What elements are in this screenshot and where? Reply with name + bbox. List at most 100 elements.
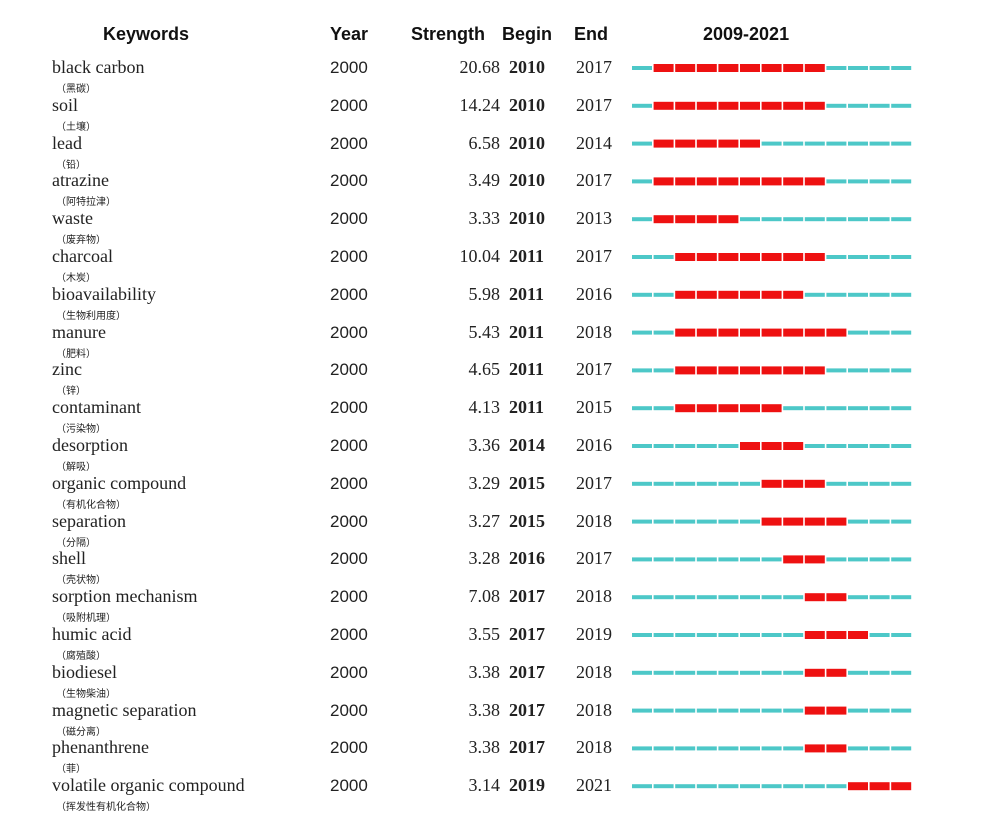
end-value: 2017 bbox=[576, 472, 612, 493]
timeline-segment bbox=[675, 519, 696, 524]
timeline-segment bbox=[848, 66, 868, 70]
timeline-segment bbox=[696, 746, 717, 751]
timeline-segment bbox=[632, 179, 652, 184]
timeline-segment bbox=[869, 670, 890, 675]
keyword-label: desorption bbox=[52, 435, 128, 455]
burst-segment bbox=[804, 706, 825, 715]
burst-segment bbox=[718, 215, 739, 224]
burst-segment bbox=[696, 64, 717, 72]
timeline-segment bbox=[653, 557, 674, 562]
burst-segment bbox=[653, 64, 674, 72]
end-value: 2014 bbox=[576, 132, 612, 153]
timeline-segment bbox=[740, 746, 760, 751]
timeline-segment bbox=[718, 519, 739, 524]
timeline-segment bbox=[675, 557, 696, 562]
timeline-segment bbox=[848, 141, 868, 146]
keyword-translation: （污染物） bbox=[56, 424, 106, 436]
burst-segment bbox=[675, 64, 696, 72]
keyword-label: phenanthrene bbox=[52, 737, 149, 758]
keyword-label: separation bbox=[52, 510, 126, 531]
timeline-segment bbox=[653, 481, 674, 486]
burst-segment bbox=[826, 744, 847, 753]
timeline-segment bbox=[783, 406, 804, 411]
burst-segment bbox=[718, 101, 739, 110]
timeline-segment bbox=[675, 481, 696, 486]
burst-segment bbox=[740, 290, 760, 299]
keyword-translation: （解吸） bbox=[56, 462, 96, 473]
timeline-segment bbox=[783, 217, 804, 222]
burst-segment bbox=[783, 253, 804, 261]
burst-segment bbox=[848, 782, 868, 791]
timeline-segment bbox=[718, 670, 739, 675]
timeline-segment bbox=[718, 444, 739, 448]
timeline-segment bbox=[869, 595, 890, 600]
timeline-segment bbox=[891, 179, 912, 184]
end-value: 2017 bbox=[576, 548, 612, 569]
begin-value: 2010 bbox=[509, 208, 545, 229]
timeline-segment bbox=[891, 255, 912, 259]
timeline-segment bbox=[675, 708, 696, 713]
burst-segment bbox=[761, 253, 782, 261]
timeline-segment bbox=[848, 217, 868, 222]
timeline-segment bbox=[869, 368, 890, 373]
keyword-translation: （吸附机理） bbox=[56, 613, 116, 625]
burst-segment bbox=[804, 64, 825, 72]
timeline-segment bbox=[653, 784, 674, 789]
timeline-segment bbox=[761, 141, 782, 146]
burst-segment bbox=[740, 64, 760, 72]
burst-segment bbox=[761, 404, 782, 413]
keyword-label: charcoal bbox=[52, 246, 113, 266]
year-value: 2000 bbox=[330, 322, 368, 342]
timeline-segment bbox=[848, 670, 868, 675]
burst-segment bbox=[696, 177, 717, 186]
header-year: Year bbox=[330, 24, 369, 44]
burst-segment bbox=[718, 64, 739, 72]
timeline-segment bbox=[632, 633, 652, 637]
burst-segment bbox=[675, 404, 696, 413]
timeline-segment bbox=[869, 633, 890, 637]
timeline-segment bbox=[740, 481, 760, 486]
burst-segment bbox=[696, 366, 717, 375]
timeline-segment bbox=[826, 179, 847, 184]
burst-segment bbox=[740, 253, 760, 261]
burst-segment bbox=[696, 253, 717, 261]
timeline-segment bbox=[653, 444, 674, 448]
header-keywords: Keywords bbox=[103, 24, 190, 44]
burst-segment bbox=[718, 139, 739, 148]
timeline-segment bbox=[848, 368, 868, 373]
burst-segment bbox=[804, 253, 825, 261]
timeline-segment bbox=[740, 633, 760, 637]
timeline-segment bbox=[848, 557, 868, 562]
begin-value: 2016 bbox=[509, 548, 545, 569]
timeline-segment bbox=[848, 519, 868, 524]
keyword-translation: （锌） bbox=[56, 386, 86, 398]
timeline-segment bbox=[869, 217, 890, 222]
keyword-label: humic acid bbox=[52, 624, 132, 644]
timeline-segment bbox=[632, 708, 652, 713]
burst-segment bbox=[740, 442, 760, 450]
timeline-segment bbox=[848, 255, 868, 259]
burst-segment bbox=[696, 290, 717, 299]
keyword-label: contaminant bbox=[52, 397, 141, 418]
strength-value: 3.38 bbox=[468, 699, 501, 720]
burst-segment bbox=[848, 631, 868, 639]
burst-segment bbox=[783, 101, 804, 110]
burst-segment bbox=[696, 139, 717, 148]
timeline-segment bbox=[848, 406, 868, 411]
timeline-segment bbox=[826, 368, 847, 373]
keyword-translation: （黑碳） bbox=[56, 84, 96, 95]
end-value: 2017 bbox=[576, 359, 612, 380]
timeline-segment bbox=[891, 406, 912, 411]
begin-value: 2011 bbox=[509, 359, 545, 380]
end-value: 2016 bbox=[576, 435, 612, 455]
keyword-translation: （壳状物） bbox=[56, 575, 106, 587]
timeline-segment bbox=[869, 330, 890, 335]
burst-segment bbox=[718, 177, 739, 186]
burst-segment bbox=[718, 366, 739, 375]
timeline-segment bbox=[869, 444, 890, 448]
timeline-segment bbox=[869, 557, 890, 562]
timeline-segment bbox=[826, 406, 847, 411]
keyword-translation: （生物利用度） bbox=[56, 310, 126, 322]
timeline-segment bbox=[653, 595, 674, 600]
